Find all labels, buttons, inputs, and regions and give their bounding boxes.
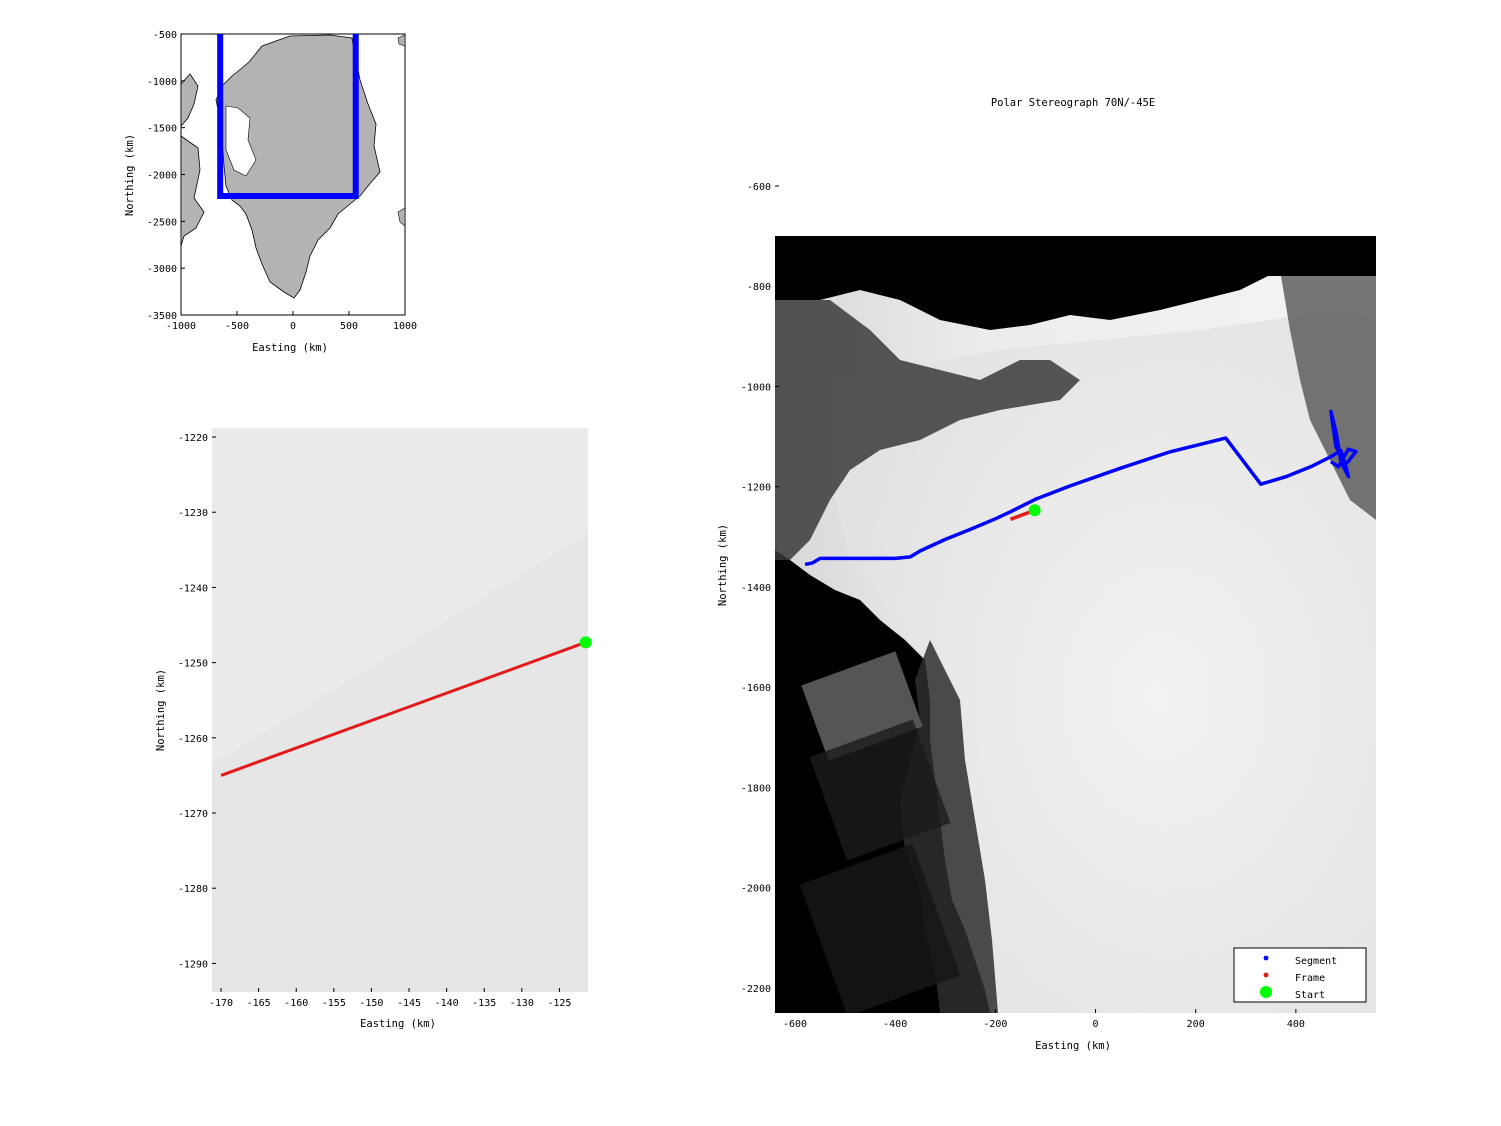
flight-xtick-label: -600: [783, 1019, 807, 1030]
zoom-image-tile: [212, 533, 588, 992]
overview-ytick-label: -1000: [147, 77, 177, 88]
zoom-xtick-label: -125: [547, 998, 571, 1009]
zoom-xtick-label: -155: [322, 998, 346, 1009]
zoom-xtick-label: -165: [247, 998, 271, 1009]
flight-map-axes: Polar Stereograph 70N/-45E -600 -400 -200 0…: [717, 97, 1376, 1052]
start-marker-map: [1028, 504, 1041, 517]
west-coast-rock: [775, 300, 1080, 560]
flight-xtick-label: 0: [1093, 1019, 1099, 1030]
zoom-ytick-label: -1270: [178, 809, 208, 820]
flight-ytick-label: -2200: [741, 984, 771, 995]
overview-ytick-label: -3500: [147, 311, 177, 322]
overview-xtick-label: 1000: [393, 321, 417, 332]
flight-xtick-label: 400: [1287, 1019, 1305, 1030]
frame-line: [220, 640, 587, 777]
legend: Segment Frame Start: [1233, 947, 1367, 1003]
flight-xtick-label: -400: [883, 1019, 907, 1030]
greenland-west-coast: [180, 73, 199, 128]
flight-ytick-label: -1200: [741, 483, 771, 494]
overview-ytick-label: -2000: [147, 171, 177, 182]
flight-ytick-label: -600: [747, 182, 771, 193]
zoom-ytick-label: -1250: [178, 659, 208, 670]
satellite-mosaic: [775, 236, 1376, 1013]
flight-ytick-label: -1600: [741, 683, 771, 694]
flight-ytick-label: -1800: [741, 783, 771, 794]
svalbard-fragment: [397, 207, 406, 227]
iceland-fragment: [397, 34, 406, 47]
zoom-xtick-label: -140: [435, 998, 459, 1009]
zoom-xtick-label: -135: [472, 998, 496, 1009]
start-marker: [579, 636, 592, 649]
flight-ylabel: Northing (km): [717, 524, 729, 606]
region-box: [217, 34, 359, 200]
overview-ytick-label: -3000: [147, 264, 177, 275]
overview-ytick-label: -2500: [147, 217, 177, 228]
zoom-xtick-label: -150: [359, 998, 383, 1009]
legend-frame-label: Frame: [1295, 973, 1325, 984]
flight-ytick-label: -800: [747, 282, 771, 293]
overview-xtick-label: 500: [340, 321, 358, 332]
overview-ylabel: Northing (km): [124, 134, 136, 216]
flight-ytick-label: -1000: [741, 382, 771, 393]
canada-west-coast: [180, 135, 205, 247]
overview-xlabel: Easting (km): [252, 342, 328, 354]
overview-xtick-label: -500: [225, 321, 249, 332]
zoom-ytick-label: -1230: [178, 508, 208, 519]
zoom-xtick-label: -160: [284, 998, 308, 1009]
legend-segment-label: Segment: [1295, 956, 1337, 967]
overview-ticks: -1000 -500 0 500 1000 -500 -1000 -1500 -2000 -250…: [147, 30, 417, 332]
legend-frame-swatch: [1263, 972, 1269, 978]
flight-xlabel: Easting (km): [1035, 1040, 1111, 1052]
legend-start-label: Start: [1295, 990, 1325, 1001]
ellesmere-fragment: [225, 105, 257, 177]
flight-xtick-label: 200: [1187, 1019, 1205, 1030]
zoom-ytick-label: -1280: [178, 884, 208, 895]
mosaic-tile-dark-3: [799, 843, 961, 1013]
zoom-xlabel: Easting (km): [360, 1018, 436, 1030]
overview-ytick-label: -1500: [147, 124, 177, 135]
legend-start-swatch: [1260, 986, 1272, 998]
zoom-xtick-label: -145: [397, 998, 421, 1009]
legend-segment-swatch: [1263, 955, 1269, 961]
frame-zoom-axes: -170 -165 -160 -155 -150 -145 -140 -135 -130 -125…: [155, 428, 592, 1030]
zoom-ytick-label: -1220: [178, 433, 208, 444]
zoom-xtick-label: -130: [510, 998, 534, 1009]
mosaic-top-black: [775, 236, 1376, 276]
flight-ytick-label: -2000: [741, 884, 771, 895]
zoom-ytick-label: -1290: [178, 959, 208, 970]
flight-map-title: Polar Stereograph 70N/-45E: [991, 97, 1155, 109]
overview-ytick-label: -500: [153, 30, 177, 41]
zoom-ylabel: Northing (km): [155, 669, 167, 751]
flight-ytick-label: -1400: [741, 583, 771, 594]
zoom-ytick-label: -1260: [178, 734, 208, 745]
flight-xtick-label: -200: [983, 1019, 1007, 1030]
zoom-ytick-label: -1240: [178, 583, 208, 594]
zoom-ticks: -170 -165 -160 -155 -150 -145 -140 -135 -130 -125…: [178, 433, 572, 1009]
greenland-landmass: [180, 34, 406, 299]
overview-xtick-label: -1000: [166, 321, 196, 332]
legend-box: [1233, 947, 1367, 1003]
segment-line: [804, 409, 1358, 567]
mosaic-tile-dark-2: [809, 719, 951, 861]
overview-map-axes: -1000 -500 0 500 1000 -500 -1000 -1500 -2000 -250…: [124, 30, 417, 354]
overview-xtick-label: 0: [290, 321, 296, 332]
flight-ticks: -600 -400 -200 0 200 400-600-800-1000-1200-14…: [741, 182, 1305, 1030]
zoom-xtick-label: -170: [209, 998, 233, 1009]
